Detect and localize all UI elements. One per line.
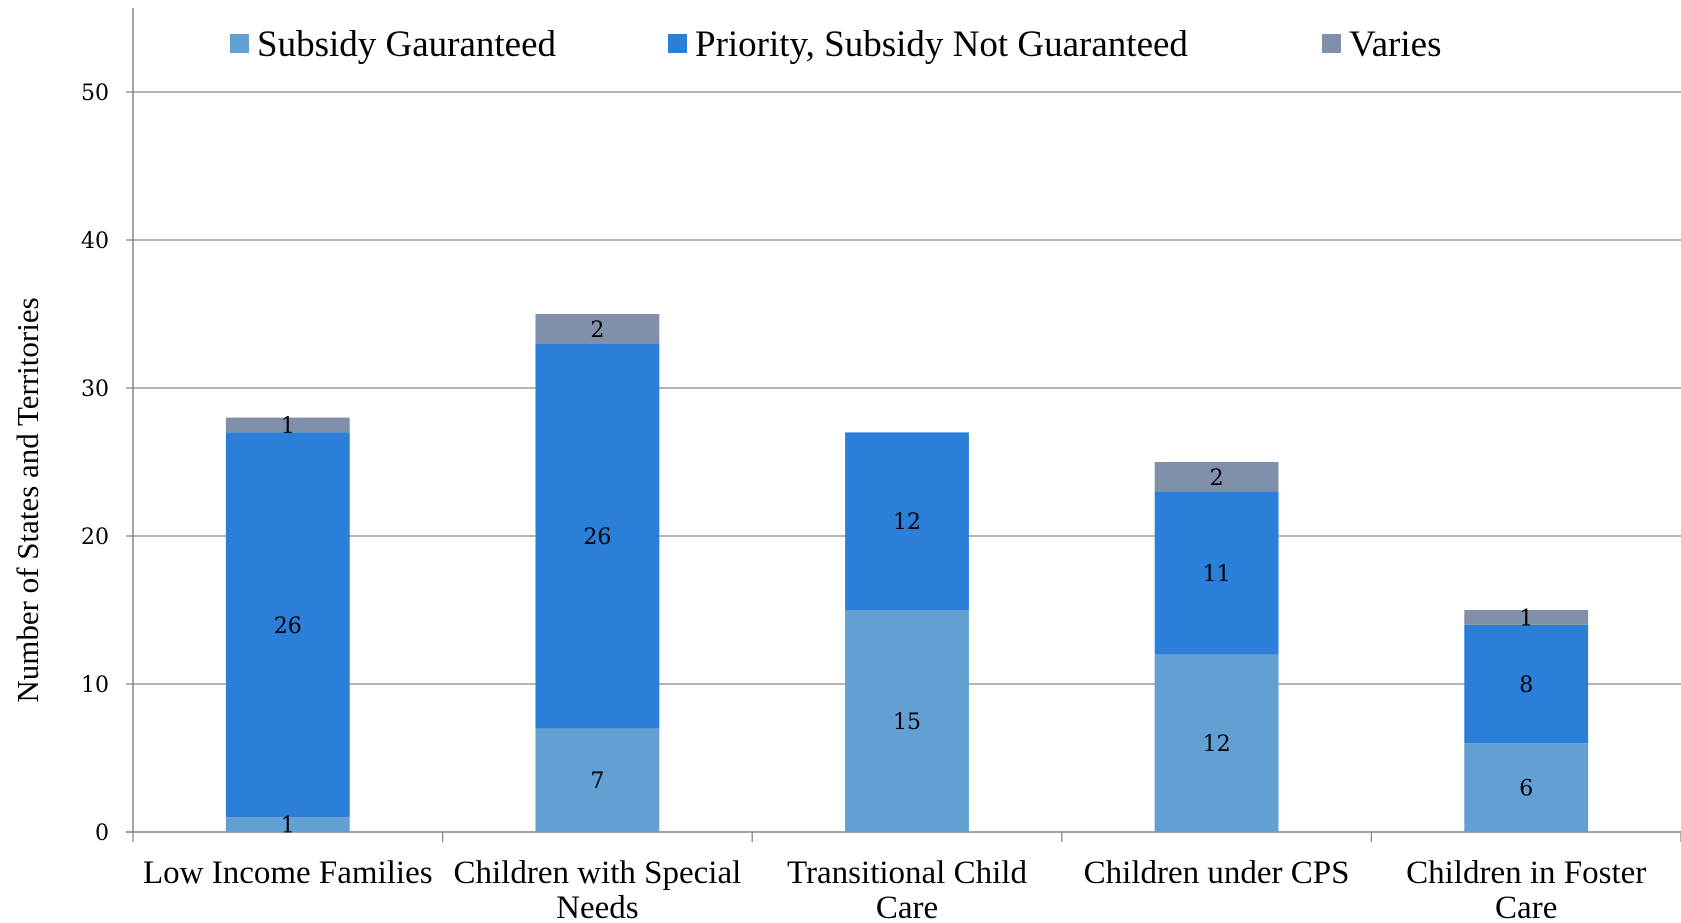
legend-label: Subsidy Gauranteed xyxy=(257,24,557,65)
x-tick-label: Children in Foster xyxy=(1406,855,1646,891)
data-label: 1 xyxy=(1519,606,1533,631)
x-tick-label: Needs xyxy=(556,890,638,923)
bar-segment xyxy=(225,817,350,832)
data-label: 7 xyxy=(590,769,604,794)
bar-segment xyxy=(1464,624,1589,744)
data-label: 2 xyxy=(590,318,604,343)
bar-segment xyxy=(845,432,969,610)
data-label: 2 xyxy=(1210,466,1224,491)
x-tick-label: Children under CPS xyxy=(1084,855,1350,891)
bar-segment xyxy=(535,343,660,729)
legend-label: Priority, Subsidy Not Guaranteed xyxy=(695,24,1188,65)
y-axis-title: Number of States and Territories xyxy=(10,297,45,702)
bar-segment xyxy=(225,432,350,818)
bar-segment xyxy=(1154,462,1279,492)
y-tick-label: 20 xyxy=(81,525,109,550)
y-tick-label: 40 xyxy=(81,229,109,254)
data-label: 12 xyxy=(893,510,921,535)
legend-swatch xyxy=(1322,34,1341,53)
bar-segment xyxy=(1464,743,1589,832)
legend-swatch xyxy=(230,34,249,53)
bar-segment xyxy=(1154,491,1279,655)
legend: Subsidy Gauranteed Priority, Subsidy Not … xyxy=(230,24,1441,65)
y-tick-labels: 0 10 20 30 40 50 xyxy=(81,81,133,846)
bar-segment xyxy=(1464,610,1589,625)
bars xyxy=(225,314,1589,832)
y-tick-label: 50 xyxy=(81,81,109,106)
legend-label: Varies xyxy=(1349,24,1441,65)
data-label: 1 xyxy=(281,814,295,839)
y-tick-label: 30 xyxy=(81,377,109,402)
bar-segment xyxy=(225,417,350,433)
data-label: 26 xyxy=(583,525,611,550)
data-label: 8 xyxy=(1519,673,1533,698)
data-label: 26 xyxy=(274,614,302,639)
data-label: 12 xyxy=(1203,732,1231,757)
bar-segment xyxy=(535,314,660,344)
bar-segment xyxy=(845,610,969,832)
legend-swatch xyxy=(668,34,687,53)
x-tick-label: Care xyxy=(1495,890,1557,923)
y-tick-label: 0 xyxy=(95,821,109,846)
x-tick-label: Children with Special xyxy=(454,855,742,891)
x-tick-labels: Low Income Families Children with Special… xyxy=(143,855,1646,923)
x-tick-label: Care xyxy=(876,890,938,923)
gridlines xyxy=(132,91,1681,842)
x-tick-label: Low Income Families xyxy=(143,855,433,891)
bar-segment xyxy=(1154,654,1279,832)
data-label: 11 xyxy=(1203,562,1231,587)
bar-segment xyxy=(535,728,660,832)
x-tick-label: Transitional Child xyxy=(787,855,1027,891)
data-label: 6 xyxy=(1519,777,1533,802)
data-label: 1 xyxy=(281,414,295,439)
y-tick-label: 10 xyxy=(81,673,109,698)
data-label: 15 xyxy=(893,710,921,735)
